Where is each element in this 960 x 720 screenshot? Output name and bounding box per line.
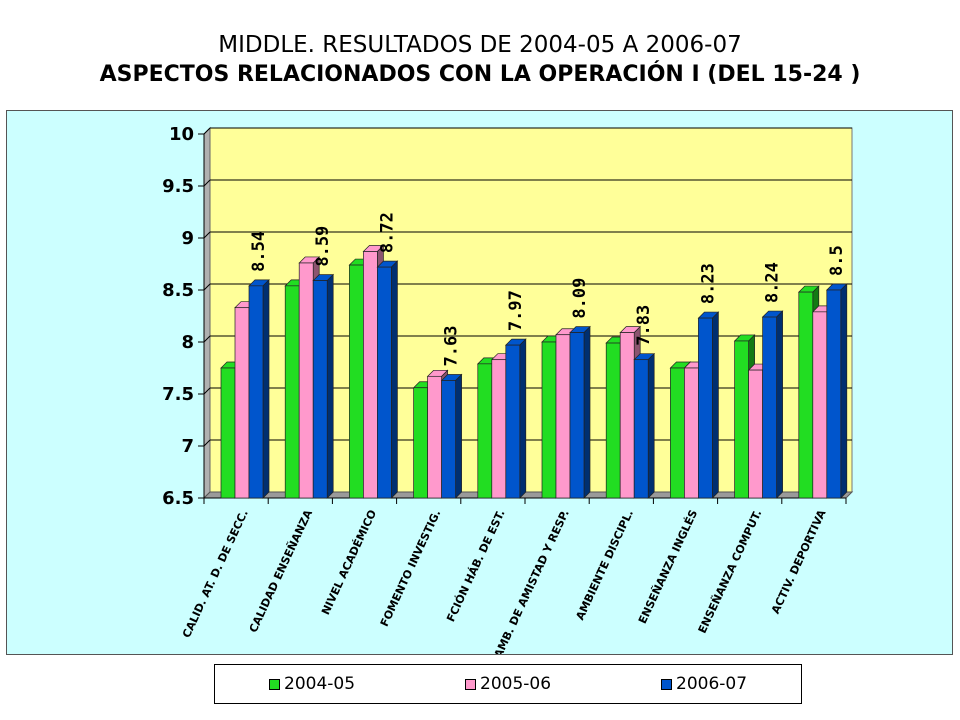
bar-side — [391, 260, 398, 499]
bar-2004-05-2 — [284, 285, 300, 499]
bar-2006-07-4 — [441, 380, 456, 499]
y-tick-label: 8 — [181, 332, 194, 353]
data-label: 8.72 — [377, 212, 397, 253]
bar-side — [712, 311, 719, 499]
bar-2005-06-8 — [684, 367, 699, 499]
bar-2004-05-7 — [605, 342, 621, 499]
y-tick-label: 7.5 — [162, 384, 194, 405]
category-label: NIVEL ACADÉMICO — [319, 508, 379, 617]
y-tick-label: 7 — [181, 436, 194, 457]
category-label: FOMENTO INVESTIG. — [378, 508, 444, 629]
bar-2005-06-9 — [748, 369, 763, 499]
legend-swatch-2004-05 — [269, 678, 280, 690]
data-label: 8.09 — [570, 278, 590, 319]
legend-swatch-2006-07 — [661, 678, 672, 690]
data-label: 7.63 — [442, 326, 462, 367]
legend-label-2004-05: 2004-05 — [284, 674, 356, 694]
bar-2005-06-7 — [619, 332, 635, 499]
gridline-side — [203, 179, 211, 187]
gridline-side — [203, 335, 211, 343]
category-label: CALID. AT. D. DE SECC. — [180, 508, 251, 640]
bar-2006-07-5 — [505, 344, 521, 499]
bar-2005-06-4 — [427, 375, 442, 499]
legend-label-2005-06: 2005-06 — [480, 674, 552, 694]
y-tick-label: 9.5 — [162, 176, 194, 197]
data-label: 7.83 — [634, 305, 654, 346]
data-label: 8.24 — [763, 262, 783, 303]
bar-2006-07-1 — [248, 285, 264, 499]
legend-item-2004-05: 2004-05 — [269, 674, 356, 694]
bar-2005-06-2 — [298, 262, 314, 499]
bar-2006-07-3 — [377, 266, 392, 499]
bar-2004-05-1 — [220, 367, 236, 499]
y-tick-label: 8.5 — [162, 280, 194, 301]
legend: 2004-05 2005-06 2006-07 — [214, 664, 802, 704]
bar-side — [519, 338, 527, 499]
chart-title-line1: MIDDLE. RESULTADOS DE 2004-05 A 2006-07 — [218, 32, 742, 58]
bar-side — [262, 278, 270, 499]
bar-2004-05-3 — [349, 264, 364, 499]
category-label: ENSEÑANZA COMPUT. — [696, 508, 765, 636]
legend-item-2005-06: 2005-06 — [465, 674, 552, 694]
gridline-side — [203, 439, 211, 447]
bar-2004-05-8 — [670, 367, 685, 499]
data-label: 8.59 — [313, 226, 333, 267]
bar-2004-05-9 — [734, 340, 749, 499]
bar-2004-05-10 — [798, 291, 814, 499]
gridline-side — [203, 127, 211, 135]
bar-2005-06-3 — [363, 251, 378, 499]
data-label: 7.97 — [506, 290, 526, 331]
legend-label-2006-07: 2006-07 — [676, 674, 748, 694]
category-label: ENSEÑANZA INGLÉS — [636, 508, 700, 626]
bar-2004-05-5 — [477, 363, 493, 499]
bar-2004-05-4 — [413, 387, 428, 499]
legend-item-2006-07: 2006-07 — [661, 674, 748, 694]
chart-panel: 6.5 7 7.5 8 8.5 9 9.5 10 8.54 CALID. AT. D. DE SE… — [6, 110, 953, 655]
bar-side — [455, 373, 462, 499]
bar-side — [840, 283, 848, 499]
legend-swatch-2005-06 — [465, 678, 476, 690]
gridline-side — [203, 283, 211, 291]
bar-side — [647, 352, 655, 499]
bar-2005-06-6 — [555, 334, 571, 499]
bar-2004-05-6 — [541, 341, 557, 499]
bar-2006-07-2 — [312, 280, 328, 499]
category-label: AMB. DE AMISTAD Y RESP. — [492, 508, 572, 654]
y-tick-label: 6.5 — [162, 488, 194, 509]
bar-2006-07-10 — [826, 289, 842, 499]
y-tick-label: 10 — [169, 124, 194, 145]
data-label: 8.23 — [698, 263, 718, 304]
bar-side — [326, 273, 334, 499]
bar-2006-07-7 — [633, 359, 649, 499]
category-label: AMBIENTE DISCIPL. — [573, 508, 636, 622]
bar-2006-07-9 — [762, 316, 777, 499]
bar-2006-07-8 — [698, 317, 713, 499]
gridline-side — [203, 387, 211, 395]
category-label: ACTIV. DEPORTIVA — [769, 507, 829, 616]
bar-side — [776, 310, 783, 499]
bar-2006-07-6 — [569, 332, 585, 499]
data-label: 8.54 — [249, 231, 269, 272]
category-label: CALIDAD ENSEÑANZA — [247, 507, 316, 634]
bar-side — [583, 325, 591, 499]
bar-2005-06-10 — [812, 311, 828, 499]
gridline-side — [203, 231, 211, 239]
y-tick-label: 9 — [181, 228, 194, 249]
category-label: FCIÓN HÁB. DE EST. — [444, 508, 507, 624]
data-label: 8.5 — [827, 245, 847, 276]
bar-2005-06-5 — [491, 359, 507, 499]
chart-title-line2: ASPECTOS RELACIONADOS CON LA OPERACIÓN I… — [99, 62, 861, 87]
bar-2005-06-1 — [234, 307, 250, 499]
